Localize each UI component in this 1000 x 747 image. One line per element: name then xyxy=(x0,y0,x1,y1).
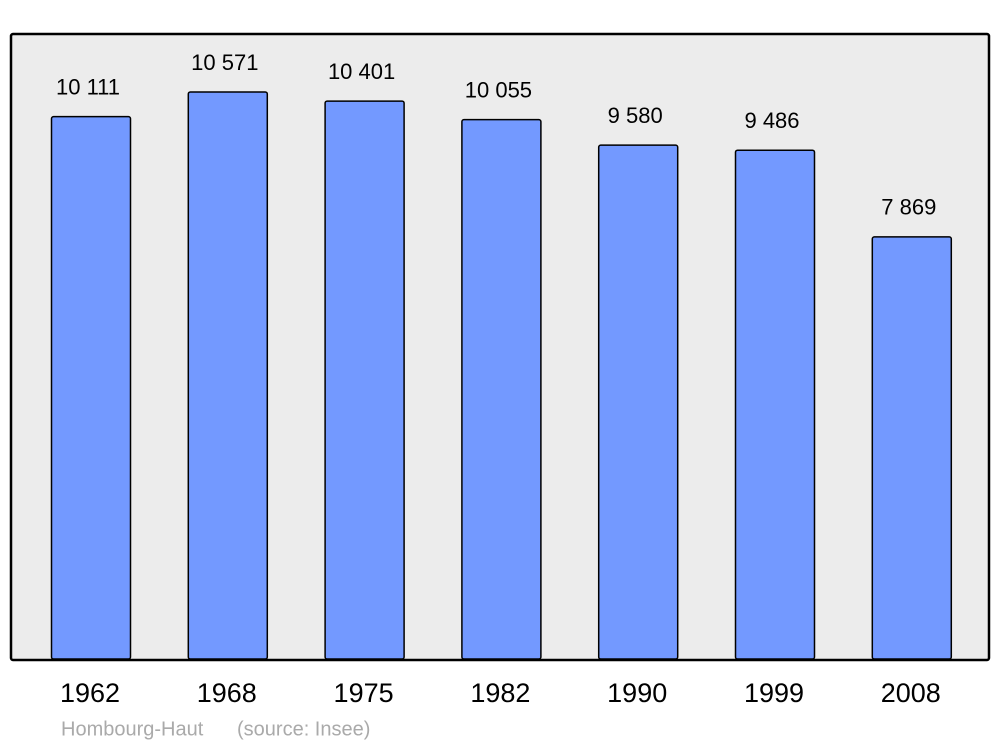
value-label: 9 580 xyxy=(608,103,663,128)
x-tick-label: 2008 xyxy=(881,678,941,708)
bar xyxy=(461,118,542,660)
source: (source: Insee) xyxy=(237,718,370,740)
x-tick-label: 1968 xyxy=(197,678,257,708)
value-label: 10 401 xyxy=(328,59,395,84)
value-label: 9 486 xyxy=(744,108,799,133)
bar xyxy=(187,91,269,660)
bar xyxy=(597,144,679,660)
value-label: 10 055 xyxy=(465,77,532,102)
x-tick-label: 1982 xyxy=(470,678,530,708)
bar xyxy=(734,149,816,660)
bar xyxy=(50,115,132,660)
x-tick-label: 1990 xyxy=(607,678,667,708)
caption: Hombourg-Haut xyxy=(61,718,204,740)
bar xyxy=(324,100,405,660)
value-label: 10 571 xyxy=(191,50,258,75)
value-label: 10 111 xyxy=(56,74,120,99)
value-label: 7 869 xyxy=(881,195,936,220)
bar xyxy=(871,236,953,660)
x-tick-label: 1962 xyxy=(60,678,120,708)
x-tick-label: 1975 xyxy=(334,678,394,708)
x-tick-label: 1999 xyxy=(744,678,804,708)
